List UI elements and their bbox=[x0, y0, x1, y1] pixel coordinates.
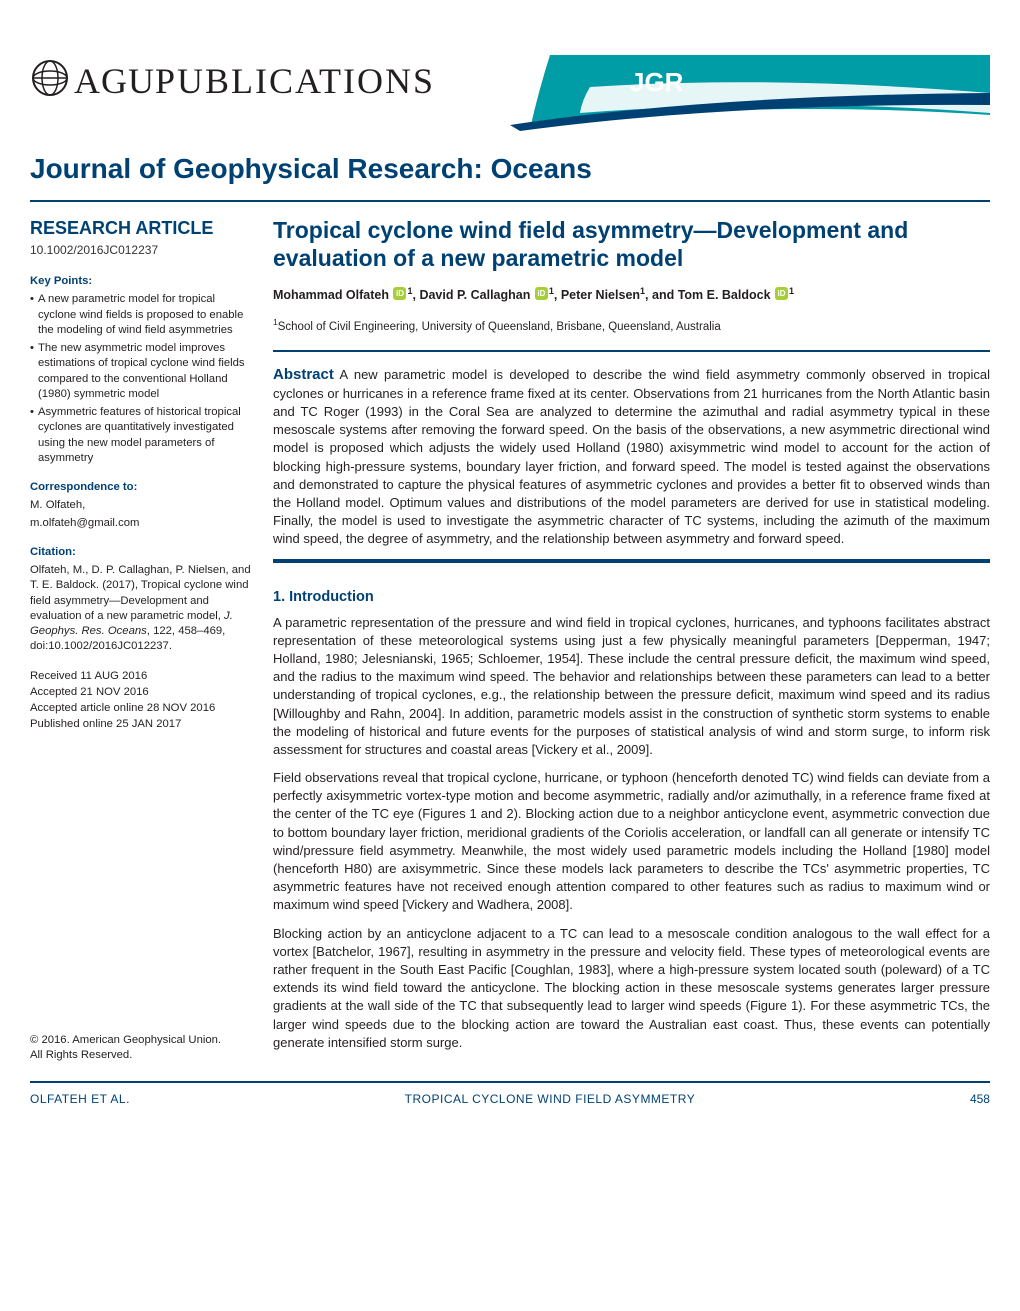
paper-title: Tropical cyclone wind field asymmetry—De… bbox=[273, 216, 990, 274]
date-received: Received 11 AUG 2016 bbox=[30, 669, 255, 684]
body-paragraph: Blocking action by an anticyclone adjace… bbox=[273, 925, 990, 1052]
citation-heading: Citation: bbox=[30, 545, 255, 560]
agu-globe-icon bbox=[30, 58, 70, 112]
author-4: , and Tom E. Baldock bbox=[645, 288, 770, 302]
doi: 10.1002/2016JC012237 bbox=[30, 242, 255, 258]
journal-title: Journal of Geophysical Research: Oceans bbox=[30, 149, 990, 190]
body-paragraph: A parametric representation of the press… bbox=[273, 614, 990, 760]
affiliation: 1School of Civil Engineering, University… bbox=[273, 316, 990, 336]
key-points-list: A new parametric model for tropical cycl… bbox=[30, 292, 255, 466]
citation-text: Olfateh, M., D. P. Callaghan, P. Nielsen… bbox=[30, 563, 255, 655]
rights-text: All Rights Reserved. bbox=[30, 1048, 255, 1063]
abstract-divider bbox=[273, 559, 990, 563]
correspondence-name: M. Olfateh, bbox=[30, 498, 255, 513]
jgr-text: JGR bbox=[630, 67, 684, 97]
author-sup: 1 bbox=[789, 286, 794, 296]
key-point-item: The new asymmetric model improves estima… bbox=[30, 341, 255, 402]
publisher-suffix: PUBLICATIONS bbox=[155, 61, 435, 101]
orcid-icon bbox=[775, 287, 788, 300]
key-points-heading: Key Points: bbox=[30, 274, 255, 289]
footer-page-number: 458 bbox=[970, 1091, 990, 1108]
date-published: Published online 25 JAN 2017 bbox=[30, 717, 255, 732]
correspondence-heading: Correspondence to: bbox=[30, 480, 255, 495]
citation-body: Olfateh, M., D. P. Callaghan, P. Nielsen… bbox=[30, 564, 251, 622]
main-column: Tropical cyclone wind field asymmetry—De… bbox=[273, 216, 990, 1063]
author-2: , David P. Callaghan bbox=[413, 288, 531, 302]
abstract-text: A new parametric model is developed to d… bbox=[273, 367, 990, 547]
orcid-icon bbox=[393, 287, 406, 300]
abstract-label: Abstract bbox=[273, 366, 334, 383]
publisher-prefix: AGU bbox=[74, 61, 155, 101]
orcid-icon bbox=[535, 287, 548, 300]
date-accepted-online: Accepted article online 28 NOV 2016 bbox=[30, 701, 255, 716]
affiliation-divider bbox=[273, 350, 990, 352]
copyright-block: © 2016. American Geophysical Union. All … bbox=[30, 1033, 255, 1064]
copyright-text: © 2016. American Geophysical Union. bbox=[30, 1033, 255, 1048]
sidebar: RESEARCH ARTICLE 10.1002/2016JC012237 Ke… bbox=[30, 216, 255, 1063]
section-1-heading: 1. Introduction bbox=[273, 587, 990, 608]
footer-running-title: TROPICAL CYCLONE WIND FIELD ASYMMETRY bbox=[405, 1091, 696, 1108]
key-point-item: A new parametric model for tropical cycl… bbox=[30, 292, 255, 338]
authors-line: Mohammad Olfateh 1, David P. Callaghan 1… bbox=[273, 285, 990, 304]
author-3: , Peter Nielsen bbox=[554, 288, 640, 302]
affiliation-text: School of Civil Engineering, University … bbox=[278, 321, 721, 333]
footer-authors: OLFATEH ET AL. bbox=[30, 1091, 130, 1108]
key-point-item: Asymmetric features of historical tropic… bbox=[30, 405, 255, 466]
author-1: Mohammad Olfateh bbox=[273, 288, 389, 302]
date-accepted: Accepted 21 NOV 2016 bbox=[30, 685, 255, 700]
header-banner: AGUPUBLICATIONS JGR bbox=[30, 55, 990, 135]
correspondence-email: m.olfateh@gmail.com bbox=[30, 516, 255, 531]
abstract-block: Abstract A new parametric model is devel… bbox=[273, 364, 990, 549]
title-divider bbox=[30, 200, 990, 202]
article-type: RESEARCH ARTICLE bbox=[30, 216, 255, 240]
page-footer: OLFATEH ET AL. TROPICAL CYCLONE WIND FIE… bbox=[30, 1081, 990, 1108]
body-paragraph: Field observations reveal that tropical … bbox=[273, 769, 990, 915]
dates-block: Received 11 AUG 2016 Accepted 21 NOV 201… bbox=[30, 669, 255, 733]
jgr-banner: JGR bbox=[510, 55, 990, 127]
